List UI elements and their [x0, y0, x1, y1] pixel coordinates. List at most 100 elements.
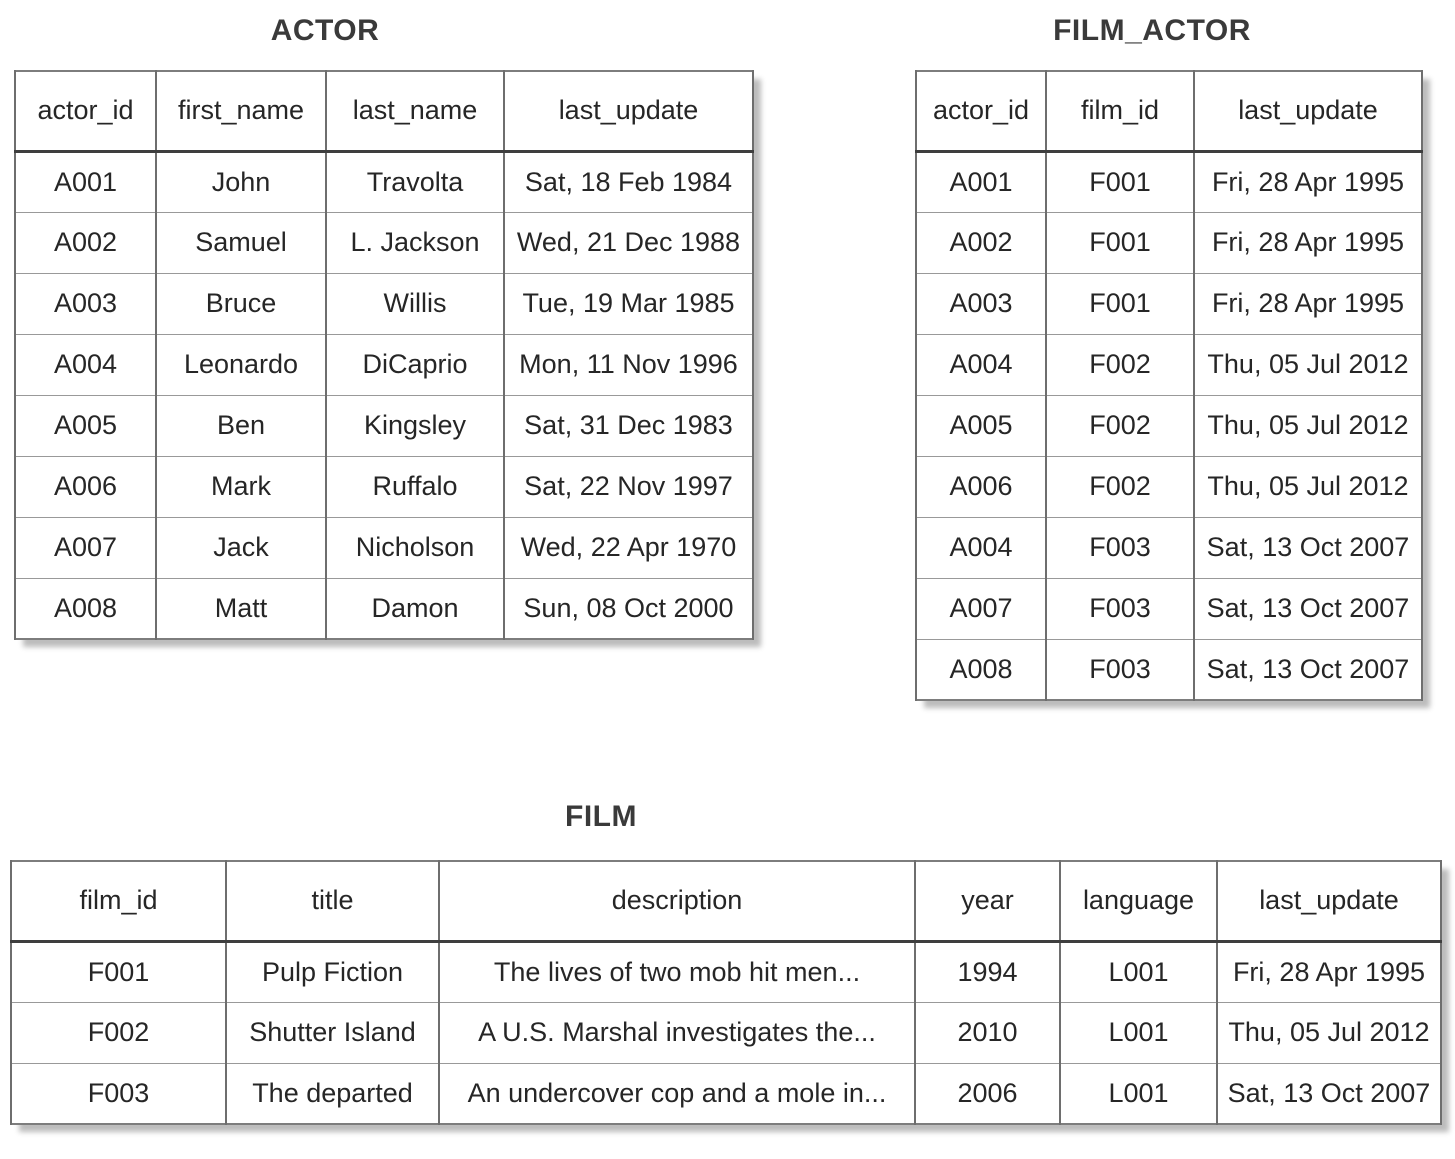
- table-cell: F002: [10, 1001, 227, 1064]
- table-cell: Pulp Fiction: [225, 940, 440, 1003]
- table-cell: F001: [10, 940, 227, 1003]
- table-cell: Sat, 13 Oct 2007: [1216, 1062, 1442, 1125]
- film-actor-table-title: FILM_ACTOR: [1053, 14, 1251, 47]
- table-cell: Matt: [155, 577, 327, 640]
- column-header-title: title: [225, 860, 440, 942]
- table-cell: A005: [14, 394, 157, 457]
- table-row: A001 John Travolta Sat, 18 Feb 1984: [14, 150, 754, 213]
- table-cell: A006: [14, 455, 157, 518]
- table-row: A005 Ben Kingsley Sat, 31 Dec 1983: [14, 394, 754, 457]
- film-actor-table-card: actor_id film_id last_update A001 F001 Fri, 2…: [915, 70, 1423, 701]
- table-cell: Mon, 11 Nov 1996: [503, 333, 754, 396]
- table-row: F002 Shutter Island A U.S. Marshal investi…: [10, 1001, 1442, 1064]
- table-row: A003 F001 Fri, 28 Apr 1995: [915, 272, 1423, 335]
- column-header-last_update: last_update: [503, 70, 754, 152]
- table-cell: 2010: [914, 1001, 1061, 1064]
- table-cell: Thu, 05 Jul 2012: [1193, 333, 1423, 396]
- table-cell: Sat, 13 Oct 2007: [1193, 577, 1423, 640]
- table-cell: F003: [10, 1062, 227, 1125]
- table-cell: A006: [915, 455, 1047, 518]
- table-row: A004 Leonardo DiCaprio Mon, 11 Nov 1996: [14, 333, 754, 396]
- table-cell: A004: [915, 333, 1047, 396]
- table-cell: L001: [1059, 1062, 1218, 1125]
- header-row: actor_id first_name last_name last_update: [14, 70, 754, 152]
- table-cell: An undercover cop and a mole in...: [438, 1062, 916, 1125]
- table-cell: Sat, 18 Feb 1984: [503, 150, 754, 213]
- table-row: A003 Bruce Willis Tue, 19 Mar 1985: [14, 272, 754, 335]
- actor-table-title: ACTOR: [270, 14, 380, 47]
- table-cell: Travolta: [325, 150, 505, 213]
- column-header-film_id: film_id: [10, 860, 227, 942]
- table-cell: Thu, 05 Jul 2012: [1193, 455, 1423, 518]
- table-row: A004 F002 Thu, 05 Jul 2012: [915, 333, 1423, 396]
- table-cell: F001: [1045, 150, 1195, 213]
- column-header-film_id: film_id: [1045, 70, 1195, 152]
- table-cell: Wed, 22 Apr 1970: [503, 516, 754, 579]
- table-cell: DiCaprio: [325, 333, 505, 396]
- table-row: A008 F003 Sat, 13 Oct 2007: [915, 638, 1423, 701]
- table-row: A007 F003 Sat, 13 Oct 2007: [915, 577, 1423, 640]
- table-cell: Kingsley: [325, 394, 505, 457]
- table-cell: F003: [1045, 577, 1195, 640]
- table-cell: A005: [915, 394, 1047, 457]
- table-cell: 2006: [914, 1062, 1061, 1125]
- column-header-first_name: first_name: [155, 70, 327, 152]
- table-cell: Fri, 28 Apr 1995: [1193, 150, 1423, 213]
- column-header-year: year: [914, 860, 1061, 942]
- table-cell: A001: [915, 150, 1047, 213]
- table-cell: L. Jackson: [325, 211, 505, 274]
- table-cell: Mark: [155, 455, 327, 518]
- film-actor-table: actor_id film_id last_update A001 F001 Fri, 2…: [915, 70, 1423, 701]
- table-cell: Shutter Island: [225, 1001, 440, 1064]
- table-cell: A002: [14, 211, 157, 274]
- table-cell: F002: [1045, 455, 1195, 518]
- column-header-last_name: last_name: [325, 70, 505, 152]
- table-cell: A001: [14, 150, 157, 213]
- table-cell: Damon: [325, 577, 505, 640]
- table-cell: Nicholson: [325, 516, 505, 579]
- table-cell: Thu, 05 Jul 2012: [1193, 394, 1423, 457]
- column-header-actor_id: actor_id: [915, 70, 1047, 152]
- table-row: A002 F001 Fri, 28 Apr 1995: [915, 211, 1423, 274]
- table-cell: A004: [915, 516, 1047, 579]
- table-row: A004 F003 Sat, 13 Oct 2007: [915, 516, 1423, 579]
- table-cell: Leonardo: [155, 333, 327, 396]
- table-cell: Sat, 13 Oct 2007: [1193, 638, 1423, 701]
- column-header-language: language: [1059, 860, 1218, 942]
- film-table-card: film_id title description year language last_…: [10, 860, 1442, 1125]
- table-cell: Sat, 13 Oct 2007: [1193, 516, 1423, 579]
- table-cell: Jack: [155, 516, 327, 579]
- table-cell: Thu, 05 Jul 2012: [1216, 1001, 1442, 1064]
- table-cell: F002: [1045, 394, 1195, 457]
- table-row: A002 Samuel L. Jackson Wed, 21 Dec 1988: [14, 211, 754, 274]
- table-cell: F002: [1045, 333, 1195, 396]
- table-cell: Bruce: [155, 272, 327, 335]
- table-cell: F001: [1045, 211, 1195, 274]
- table-row: A008 Matt Damon Sun, 08 Oct 2000: [14, 577, 754, 640]
- column-header-description: description: [438, 860, 916, 942]
- table-cell: A002: [915, 211, 1047, 274]
- table-row: A007 Jack Nicholson Wed, 22 Apr 1970: [14, 516, 754, 579]
- header-row: film_id title description year language last_…: [10, 860, 1442, 942]
- table-cell: Sat, 31 Dec 1983: [503, 394, 754, 457]
- table-cell: John: [155, 150, 327, 213]
- table-cell: Fri, 28 Apr 1995: [1216, 940, 1442, 1003]
- table-cell: A007: [14, 516, 157, 579]
- table-row: F001 Pulp Fiction The lives of two mob hit…: [10, 940, 1442, 1003]
- table-cell: Samuel: [155, 211, 327, 274]
- table-cell: A003: [14, 272, 157, 335]
- actor-table-card: actor_id first_name last_name last_update A0…: [14, 70, 754, 640]
- film-table: film_id title description year language last_…: [10, 860, 1442, 1125]
- table-row: A005 F002 Thu, 05 Jul 2012: [915, 394, 1423, 457]
- table-cell: A004: [14, 333, 157, 396]
- table-cell: A008: [915, 638, 1047, 701]
- table-cell: The lives of two mob hit men...: [438, 940, 916, 1003]
- table-cell: Fri, 28 Apr 1995: [1193, 272, 1423, 335]
- table-cell: Fri, 28 Apr 1995: [1193, 211, 1423, 274]
- table-cell: Wed, 21 Dec 1988: [503, 211, 754, 274]
- column-header-last_update: last_update: [1216, 860, 1442, 942]
- table-cell: A007: [915, 577, 1047, 640]
- table-cell: F003: [1045, 516, 1195, 579]
- table-row: A006 Mark Ruffalo Sat, 22 Nov 1997: [14, 455, 754, 518]
